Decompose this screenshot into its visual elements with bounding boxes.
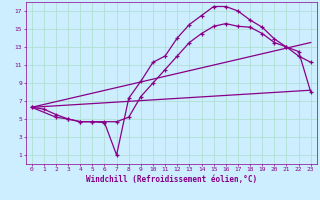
X-axis label: Windchill (Refroidissement éolien,°C): Windchill (Refroidissement éolien,°C)	[86, 175, 257, 184]
